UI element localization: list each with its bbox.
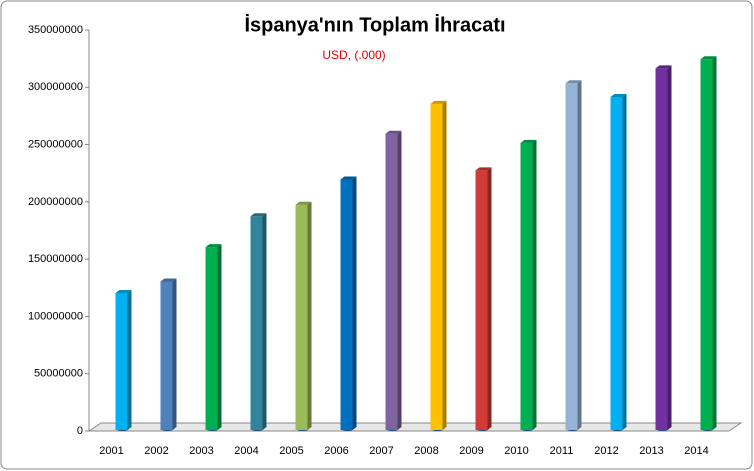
y-tick-label: 250000000 (28, 138, 83, 150)
x-tick-label: 2002 (144, 445, 168, 457)
bar (430, 100, 447, 430)
bar (340, 176, 357, 430)
bar (475, 167, 492, 431)
bar (700, 56, 717, 431)
bar-side (712, 56, 717, 431)
bar-side (217, 244, 222, 430)
bar-top (655, 65, 672, 69)
bar-front (385, 133, 398, 430)
y-tick-label: 100000000 (28, 310, 83, 322)
x-tick-label: 2013 (639, 445, 663, 457)
bar-top (700, 56, 717, 60)
bar-side (577, 80, 582, 431)
bar-top (610, 94, 627, 98)
bar-side (622, 94, 627, 430)
bar-front (430, 103, 443, 430)
y-tick-label: 200000000 (28, 196, 83, 208)
bar-top (475, 167, 492, 171)
bar-top (565, 80, 582, 84)
bar-front (340, 179, 353, 430)
y-tick-label: 0 (77, 425, 83, 437)
bar-front (250, 216, 263, 430)
bar-top (385, 130, 402, 134)
bar-front (610, 97, 623, 430)
bar-top (520, 139, 537, 143)
x-tick-label: 2008 (414, 445, 438, 457)
bar (520, 139, 537, 430)
x-tick-label: 2014 (684, 445, 708, 457)
x-tick-label: 2006 (324, 445, 348, 457)
bar-front (700, 59, 713, 431)
bar (205, 244, 222, 430)
x-tick-label: 2010 (504, 445, 528, 457)
bar-side (487, 167, 492, 431)
bar-side (442, 100, 447, 430)
y-tick-label: 150000000 (28, 253, 83, 265)
bar-side (352, 176, 357, 430)
bar-top (430, 100, 447, 104)
bar-side (172, 278, 177, 430)
bar-top (205, 244, 222, 248)
bar-side (307, 201, 312, 430)
x-tick-label: 2004 (234, 445, 258, 457)
bar (115, 289, 132, 430)
y-tick-label: 300000000 (28, 81, 83, 93)
bar-front (205, 247, 218, 430)
bar-side (397, 130, 402, 430)
bar (610, 94, 627, 430)
bar-top (250, 213, 267, 217)
bar-side (667, 65, 672, 431)
bar-front (115, 292, 128, 430)
bar-front (295, 204, 308, 430)
bar-side (262, 213, 267, 430)
bar (160, 278, 177, 430)
x-tick-label: 2009 (459, 445, 483, 457)
bar-top (340, 176, 357, 180)
bar-side (127, 289, 132, 430)
floor (87, 422, 743, 432)
bar-front (475, 170, 488, 431)
bar (565, 80, 582, 431)
bar-front (655, 68, 668, 431)
x-tick-label: 2001 (99, 445, 123, 457)
bar (250, 213, 267, 430)
bar-front (520, 142, 533, 430)
y-tick-label: 350000000 (28, 24, 83, 36)
bar (655, 65, 672, 431)
bar-side (532, 139, 537, 430)
bar-top (295, 201, 312, 205)
x-tick-label: 2012 (594, 445, 618, 457)
chart-title: İspanya'nın Toplam İhracatı (244, 13, 505, 36)
x-tick-label: 2005 (279, 445, 303, 457)
x-tick-label: 2003 (189, 445, 213, 457)
bar-front (565, 83, 578, 431)
x-tick-label: 2011 (550, 445, 574, 457)
chart-subtitle: USD, (.000) (322, 48, 385, 62)
bar-top (160, 278, 177, 282)
bar-top (115, 289, 132, 293)
bar (385, 130, 402, 430)
x-tick-label: 2007 (369, 445, 393, 457)
bar (295, 201, 312, 430)
y-tick-label: 50000000 (34, 368, 83, 380)
bar-front (160, 281, 173, 430)
